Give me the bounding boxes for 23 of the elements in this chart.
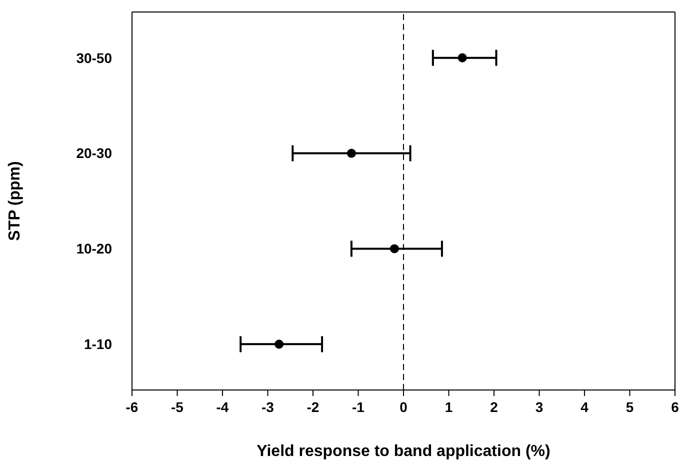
- y-axis-title: STP (ppm): [6, 161, 24, 241]
- x-tick-label: -5: [171, 398, 184, 415]
- y-tick-label: 30-50: [76, 50, 112, 66]
- x-tick-label: 3: [535, 398, 544, 415]
- x-tick-label: 0: [400, 398, 408, 415]
- x-tick-label: 6: [671, 398, 680, 415]
- x-tick-label: -2: [306, 398, 320, 415]
- x-tick-label: -1: [352, 398, 365, 415]
- x-tick-label: -3: [262, 398, 274, 415]
- x-tick-label: 5: [626, 398, 634, 415]
- y-tick-label: 20-30: [76, 145, 112, 162]
- point: [390, 244, 399, 254]
- y-tick-label: 1-10: [84, 336, 112, 352]
- x-tick-label: 1: [444, 398, 453, 415]
- point: [346, 148, 356, 158]
- y-tick-label: 10-20: [76, 240, 112, 257]
- point: [274, 340, 284, 349]
- x-tick-label: -6: [126, 398, 138, 415]
- x-tick-label: 2: [490, 398, 498, 415]
- x-axis-title: Yield response to band application (%): [256, 443, 550, 460]
- x-tick-label: -4: [216, 398, 229, 415]
- x-tick-label: 4: [580, 398, 589, 415]
- point: [458, 53, 467, 62]
